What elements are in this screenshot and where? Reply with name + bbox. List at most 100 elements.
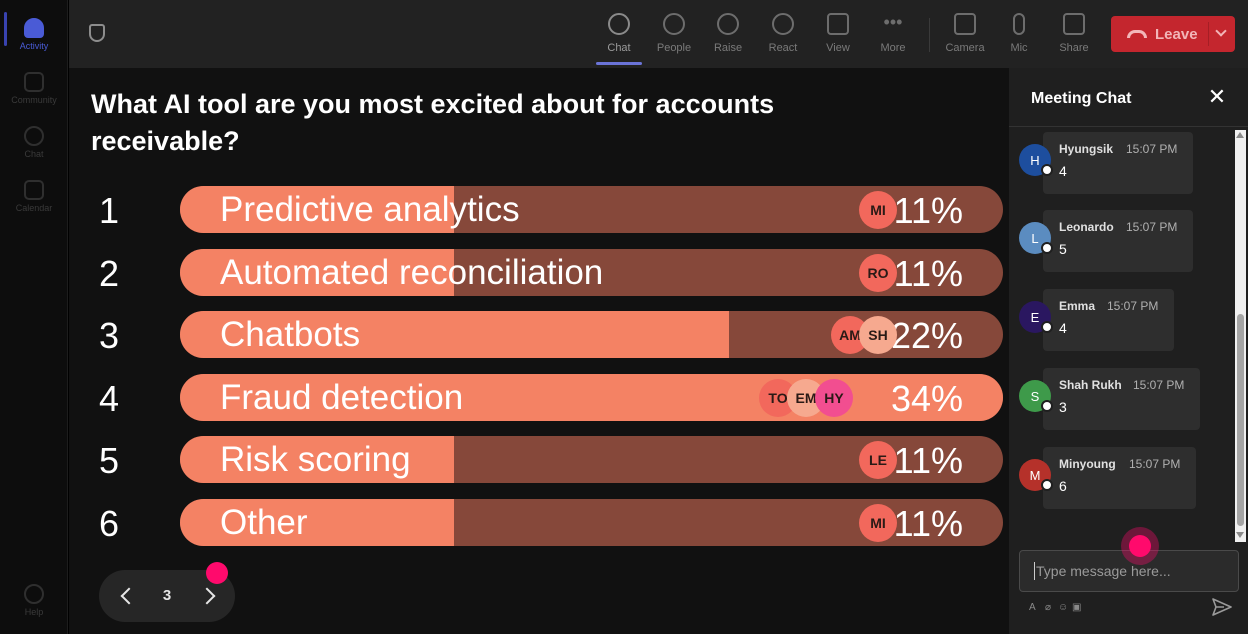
text-cursor <box>1034 562 1035 580</box>
voter-avatars: HY EM TO <box>759 379 853 417</box>
chat-message: Shah Rukh 15:07 PM 3 S <box>1019 368 1219 434</box>
message-timestamp: 15:07 PM <box>1129 457 1181 471</box>
grid-icon <box>827 13 849 35</box>
toolbar-divider <box>929 18 930 52</box>
option-percent: 11% <box>893 253 963 294</box>
message-timestamp: 15:07 PM <box>1126 142 1178 156</box>
option-label: Risk scoring <box>220 440 411 479</box>
option-number: 4 <box>99 378 120 419</box>
camera-button[interactable]: Camera <box>940 10 990 62</box>
chat-icon <box>608 13 630 35</box>
rail-item-label: Activity <box>19 41 49 51</box>
result-bar: Fraud detection 34% HY EM TO <box>180 374 1003 421</box>
result-bar: Automated reconciliation 11% RO <box>180 249 1003 296</box>
rail-item-community[interactable]: Community <box>0 64 68 114</box>
poll-option[interactable]: 4 Fraud detection 34% HY EM TO <box>69 374 1009 422</box>
option-percent: 11% <box>893 190 963 231</box>
chat-button[interactable]: Chat <box>594 10 644 62</box>
rail-item-activity[interactable]: Activity <box>0 10 68 60</box>
chat-title: Meeting Chat <box>1031 90 1132 107</box>
voter-avatars: MI <box>859 504 897 542</box>
option-label: Fraud detection <box>220 378 464 417</box>
option-number: 2 <box>99 253 120 294</box>
chat-icon <box>24 126 44 146</box>
scroll-thumb[interactable] <box>1237 314 1244 526</box>
result-bar: Predictive analytics 11% MI <box>180 186 1003 233</box>
poll-option[interactable]: 2 Automated reconciliation 11% RO <box>69 249 1009 297</box>
more-button[interactable]: ••• More <box>868 10 918 62</box>
result-bar: Risk scoring 11% LE <box>180 436 1003 483</box>
message-text: 6 <box>1059 478 1067 494</box>
raise-hand-button[interactable]: Raise <box>703 10 753 62</box>
option-label: Predictive analytics <box>220 190 520 229</box>
poll-question: What AI tool are you most excited about … <box>91 89 775 156</box>
format-icon[interactable]: A <box>1029 602 1036 613</box>
scroll-down-icon[interactable] <box>1236 532 1244 538</box>
chevron-down-icon[interactable] <box>1215 25 1227 37</box>
voter-avatars: MI <box>859 191 897 229</box>
message-text: 3 <box>1059 399 1067 415</box>
message-list: Hyungsik 15:07 PM 4 H Leonardo 15:07 PM 5 L Emma… <box>1009 128 1235 542</box>
message-timestamp: 15:07 PM <box>1107 299 1159 313</box>
sender-name: Minyoung <box>1059 457 1116 471</box>
presence-status-icon <box>1041 164 1053 176</box>
sender-name: Emma <box>1059 299 1096 313</box>
chevron-right-icon[interactable] <box>198 587 216 605</box>
presence-status-icon <box>1041 400 1053 412</box>
message-bubble[interactable]: Shah Rukh 15:07 PM 3 <box>1043 368 1200 430</box>
voter-avatar: SH <box>859 316 897 354</box>
sender-name: Leonardo <box>1059 220 1114 234</box>
help-icon <box>24 584 44 604</box>
more-label: More <box>880 42 906 54</box>
message-bubble[interactable]: Leonardo 15:07 PM 5 <box>1043 210 1193 272</box>
active-indicator <box>4 12 7 46</box>
option-number: 1 <box>99 190 120 231</box>
poll-option[interactable]: 1 Predictive analytics 11% MI <box>69 186 1009 234</box>
react-button[interactable]: React <box>758 10 808 62</box>
option-label: Automated reconciliation <box>220 253 604 292</box>
result-bar-fill <box>180 374 1003 421</box>
result-bar-fill <box>180 499 455 546</box>
attach-icon[interactable]: ⌀ <box>1045 602 1052 613</box>
chevron-left-icon[interactable] <box>120 587 138 605</box>
option-number: 5 <box>99 440 120 481</box>
bell-icon <box>24 18 44 38</box>
share-button[interactable]: Share <box>1049 10 1099 62</box>
message-bubble[interactable]: Minyoung 15:07 PM 6 <box>1043 447 1196 509</box>
close-icon[interactable]: ✕ <box>1207 84 1227 109</box>
message-bubble[interactable]: Emma 15:07 PM 4 <box>1043 289 1174 351</box>
shield-icon[interactable] <box>89 24 105 42</box>
view-button[interactable]: View <box>813 10 863 62</box>
message-input[interactable] <box>1019 550 1239 592</box>
voter-avatar: RO <box>859 254 897 292</box>
chat-label: Chat <box>607 42 631 54</box>
poll-option[interactable]: 6 Other 11% MI <box>69 499 1009 547</box>
send-icon[interactable] <box>1212 598 1232 616</box>
option-percent: 11% <box>893 503 963 544</box>
poll-option[interactable]: 5 Risk scoring 11% LE <box>69 436 1009 484</box>
leave-divider <box>1208 22 1209 46</box>
rail-item-calendar[interactable]: Calendar <box>0 172 68 222</box>
chat-header-divider <box>1009 126 1248 127</box>
message-bubble[interactable]: Hyungsik 15:07 PM 4 <box>1043 132 1193 194</box>
option-label: Other <box>220 503 308 542</box>
rail-item-help[interactable]: Help <box>0 576 68 626</box>
rail-item-label: Community <box>11 95 57 105</box>
people-button[interactable]: People <box>649 10 699 62</box>
leave-button[interactable]: Leave <box>1111 16 1235 52</box>
result-bar-fill <box>180 436 455 483</box>
active-tab-underline <box>596 62 642 65</box>
gif-icon[interactable]: ▣ <box>1072 602 1082 613</box>
voter-avatar: MI <box>859 191 897 229</box>
scroll-up-icon[interactable] <box>1236 132 1244 138</box>
hand-icon <box>717 13 739 35</box>
voter-avatar: MI <box>859 504 897 542</box>
voter-avatar: HY <box>815 379 853 417</box>
rail-item-chat[interactable]: Chat <box>0 118 68 168</box>
message-timestamp: 15:07 PM <box>1126 220 1178 234</box>
mic-button[interactable]: Mic <box>994 10 1044 62</box>
poll-option[interactable]: 3 Chatbots 22% SH AM <box>69 311 1009 359</box>
emoji-icon <box>772 13 794 35</box>
chat-scrollbar[interactable] <box>1235 130 1246 542</box>
emoji-icon[interactable]: ☺ <box>1058 602 1069 613</box>
